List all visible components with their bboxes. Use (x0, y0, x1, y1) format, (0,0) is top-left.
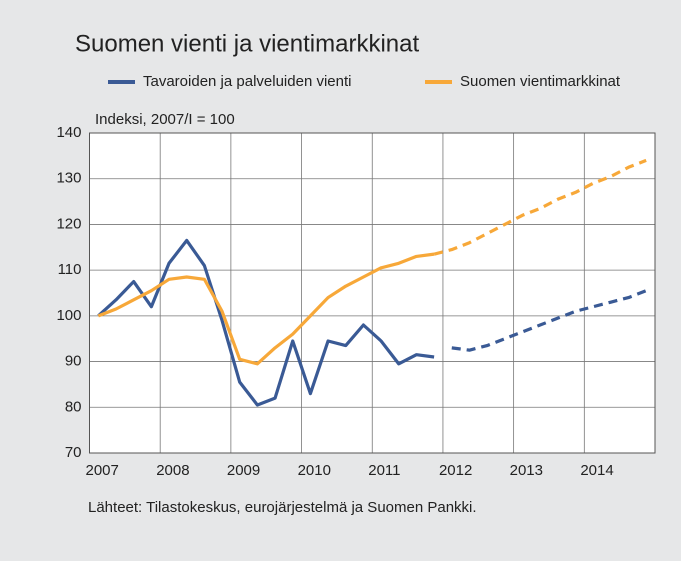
y-tick-label: 90 (65, 353, 82, 370)
x-tick-label: 2009 (227, 462, 260, 479)
legend-label: Suomen vientimarkkinat (460, 73, 621, 90)
x-tick-label: 2008 (156, 462, 189, 479)
y-tick-label: 120 (56, 215, 81, 232)
x-tick-label: 2013 (510, 462, 543, 479)
y-tick-label: 140 (56, 124, 81, 141)
x-tick-label: 2010 (298, 462, 331, 479)
legend-label: Tavaroiden ja palveluiden vienti (143, 73, 351, 90)
y-axis-label: Indeksi, 2007/I = 100 (95, 111, 235, 128)
lines (97, 158, 647, 407)
chart-title: Suomen vienti ja vientimarkkinat (75, 30, 419, 57)
data-line (97, 252, 435, 366)
x-tick-label: 2011 (368, 462, 400, 479)
projection-line (433, 158, 647, 256)
y-tick-label: 100 (56, 307, 81, 324)
x-tick-label: 2007 (86, 462, 119, 479)
y-tick-label: 80 (65, 398, 82, 415)
x-tick-label: 2012 (439, 462, 472, 479)
source: Lähteet: Tilastokeskus, eurojärjestelmä … (88, 499, 477, 516)
y-tick-label: 110 (58, 261, 82, 278)
projection-line (451, 289, 647, 352)
data-line (97, 238, 435, 407)
plot-frame (89, 132, 656, 454)
y-tick-label: 70 (65, 444, 82, 461)
x-tick-label: 2014 (580, 462, 613, 479)
y-tick-label: 130 (56, 170, 81, 187)
